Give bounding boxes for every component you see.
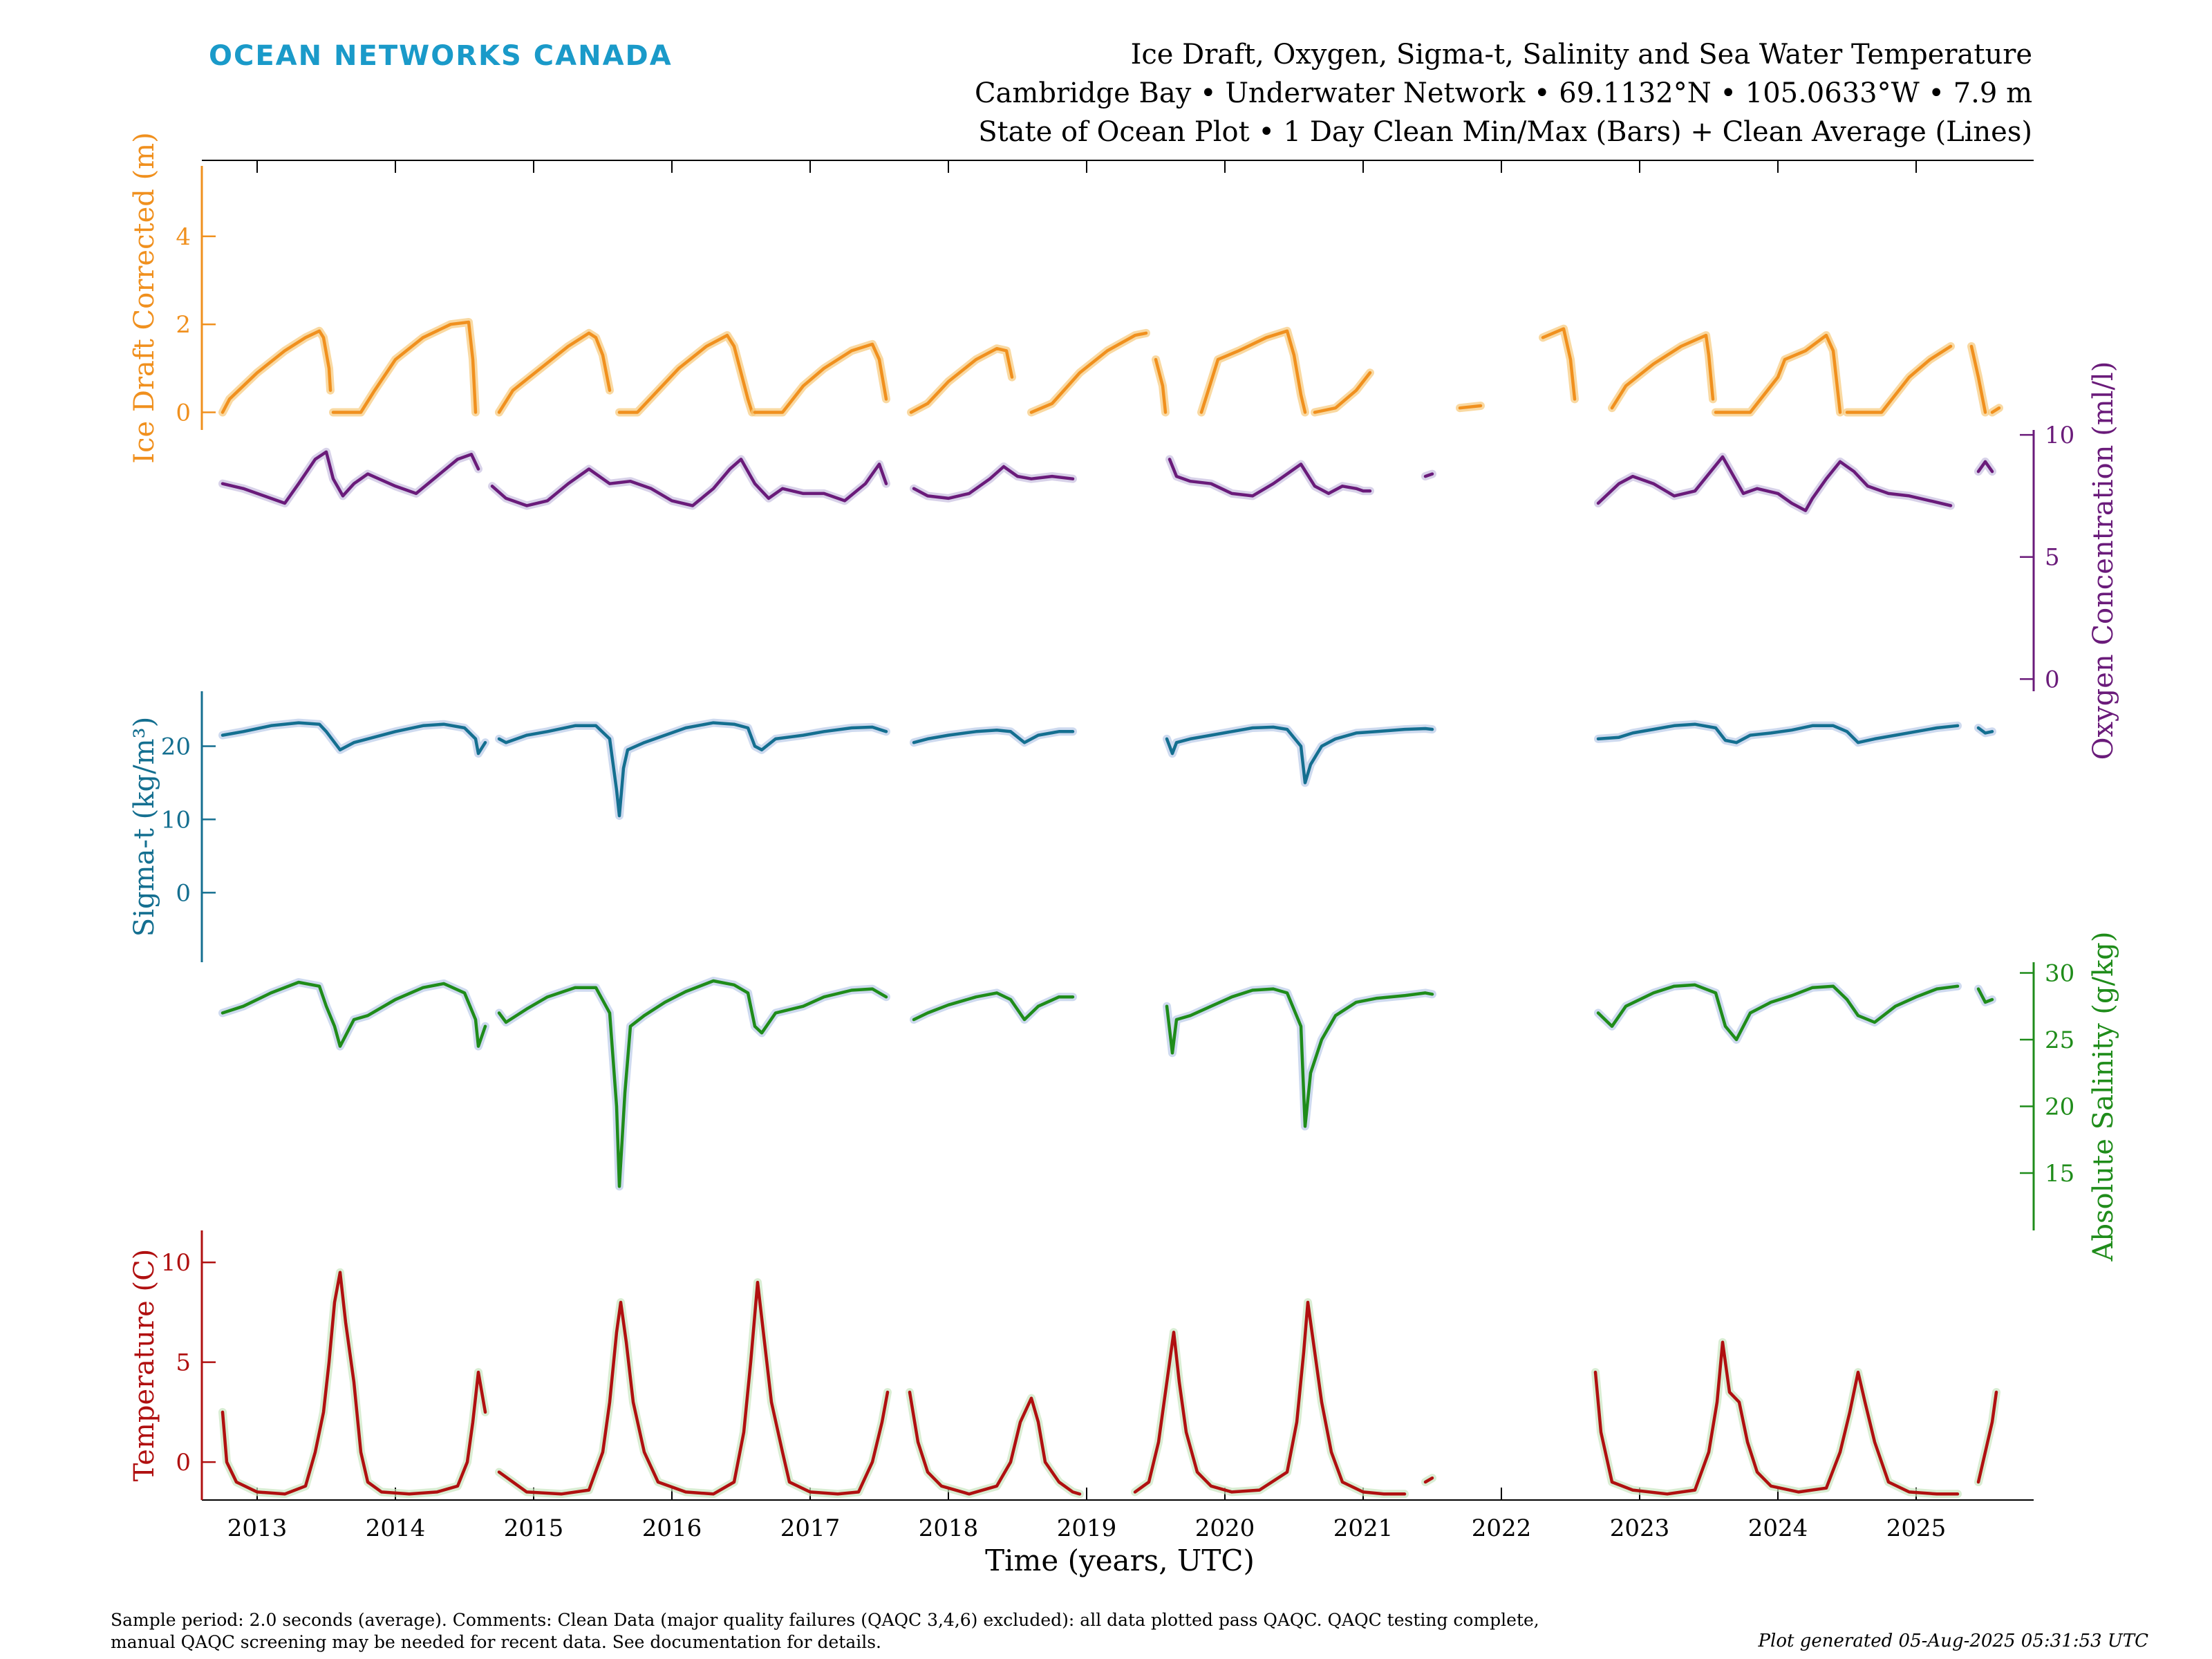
plot-generated-timestamp: Plot generated 05-Aug-2025 05:31:53 UTC [1758,1631,2149,1651]
sigma-t-average-line [1976,726,1994,735]
ice-draft-average-line [617,333,754,414]
temperature-average-line [497,1280,890,1496]
x-axis-label: Time (years, UTC) [985,1544,1255,1577]
ice-draft-average-line [331,320,478,414]
ice-draft-average-line [753,342,888,414]
oxygen-average-line [221,450,480,505]
ice-draft-average-line [221,329,332,414]
sigma-t-y-tick-label: 20 [161,733,191,760]
x-tick-label: 2022 [1472,1515,1532,1542]
sigma-t-y-tick-label: 10 [161,806,191,834]
temperature-y-tick-label: 10 [161,1249,191,1277]
temperature-y-tick-label: 5 [176,1349,191,1377]
absolute-salinity-average-line [1976,987,1994,1004]
ice-draft-series [218,318,2003,417]
oxygen-y-tick-label: 10 [2045,422,2074,449]
plot-area: 2013 2014 2015 2016 2017 2018 2019 2020 2021 2022… [129,132,2119,1542]
sigma-t-average-line [1165,725,1434,785]
ice-draft-average-line [1969,344,1987,414]
absolute-salinity-y-tick-label: 25 [2045,1027,2074,1054]
ice-draft-average-line [909,346,1014,414]
absolute-salinity-average-line [1165,987,1434,1128]
footer-note-line-2: manual QAQC screening may be needed for … [111,1632,881,1652]
absolute-salinity-average-line [497,979,888,1188]
oxygen-y-tick-label: 0 [2045,666,2060,693]
absolute-salinity-y-tick-label: 20 [2045,1093,2074,1121]
oxygen-y-axis-label: Oxygen Concentration (ml/l) [2088,362,2119,760]
x-tick-label: 2018 [919,1515,979,1542]
x-tick-label: 2015 [504,1515,564,1542]
ice-draft-average-line [1029,331,1148,414]
ice-draft-average-line [1541,327,1577,401]
oxygen-series [218,447,1996,515]
oxygen-average-line [1976,460,1994,474]
oxygen-average-line [1423,472,1434,478]
temperature-y-axis-label: Temperature (C) [129,1249,160,1482]
sigma-t-y-tick-label: 0 [176,879,191,907]
chart-title-line-1: Ice Draft, Oxygen, Sigma-t, Salinity and… [1131,39,2032,71]
absolute-salinity-y-axis-label: Absolute Salinity (g/kg) [2088,931,2119,1262]
ice-draft-average-line [497,331,612,414]
temperature-average-line [1133,1300,1407,1496]
temperature-series [218,1268,2000,1499]
sigma-t-y-axis-label: Sigma-t (kg/m³) [129,717,160,937]
ice-draft-y-tick-label: 0 [176,400,191,427]
ice-draft-average-line [1199,329,1307,414]
ice-draft-y-tick-label: 4 [176,223,191,251]
temperature-average-line [908,1390,1082,1496]
sigma-t-average-line [221,721,487,756]
temperature-y-tick-label: 0 [176,1449,191,1477]
x-tick-label: 2019 [1057,1515,1117,1542]
x-tick-label: 2017 [780,1515,841,1542]
x-tick-label: 2020 [1195,1515,1255,1542]
ice-draft-average-line [1714,333,1842,414]
ice-draft-average-line [1458,404,1483,410]
ice-draft-average-line [1845,344,1953,414]
sigma-t-average-line [912,728,1075,744]
absolute-salinity-y-tick-label: 15 [2045,1160,2074,1188]
ice-draft-y-tick-label: 2 [176,311,191,339]
onc-logo: OCEAN NETWORKS CANADA [209,40,673,72]
absolute-salinity-series [218,977,1996,1191]
temperature-average-line [1593,1340,1960,1496]
ice-draft-average-line [1610,333,1715,410]
absolute-salinity-average-line [221,980,487,1048]
ice-draft-average-line [1313,371,1372,414]
x-tick-label: 2023 [1610,1515,1670,1542]
x-tick-label: 2021 [1333,1515,1394,1542]
temperature-average-line [1976,1390,1998,1484]
ice-draft-average-line [1990,406,2001,414]
absolute-salinity-average-line [912,991,1075,1022]
oxygen-y-tick-label: 5 [2045,544,2060,572]
ice-draft-average-line [1154,357,1168,414]
chart-title-line-3: State of Ocean Plot • 1 Day Clean Min/Ma… [978,116,2032,148]
x-tick-label: 2025 [1886,1515,1947,1542]
oxygen-average-line [1168,458,1372,498]
footer-note-line-1: Sample period: 2.0 seconds (average). Co… [111,1610,1539,1630]
x-tick-label: 2016 [642,1515,702,1542]
sigma-t-series [218,718,1996,821]
absolute-salinity-y-tick-label: 30 [2045,959,2074,987]
temperature-average-line [1423,1476,1434,1484]
temperature-average-line [221,1271,487,1496]
oxygen-average-line [1596,455,1953,512]
oxygen-average-line [490,458,888,507]
x-tick-label: 2013 [227,1515,288,1542]
x-tick-label: 2024 [1748,1515,1808,1542]
sigma-t-average-line [497,721,888,818]
sigma-t-average-line [1596,722,1960,744]
ice-draft-y-axis-label: Ice Draft Corrected (m) [129,132,160,463]
chart-title-line-2: Cambridge Bay • Underwater Network • 69.… [975,77,2032,109]
absolute-salinity-average-line [1596,983,1960,1042]
oxygen-average-line [912,465,1075,500]
x-tick-label: 2014 [366,1515,426,1542]
